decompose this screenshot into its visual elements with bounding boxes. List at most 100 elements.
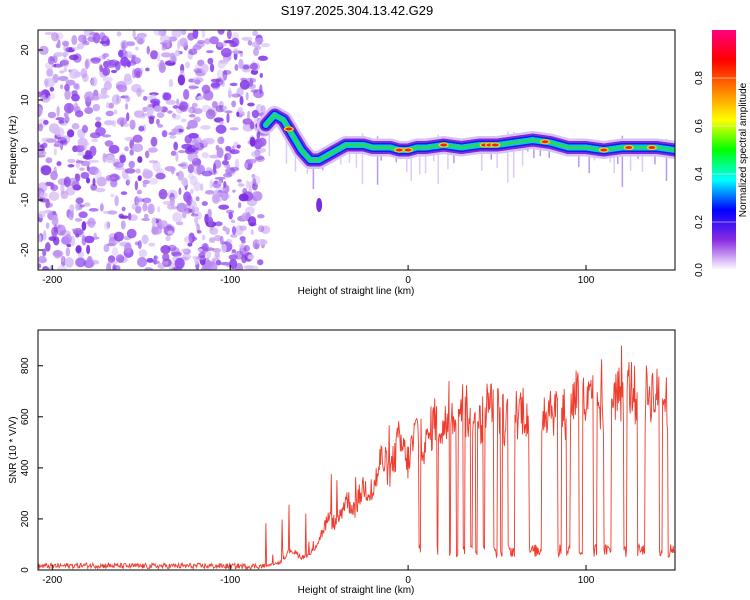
- noise-cell: [167, 110, 173, 114]
- noise-cell: [94, 169, 102, 181]
- noise-cell: [243, 245, 251, 252]
- noise-cell: [205, 257, 210, 266]
- ridge-hotspot-core: [395, 148, 403, 152]
- noise-cell: [170, 247, 180, 257]
- noise-cell: [38, 182, 48, 193]
- noise-cell: [197, 248, 204, 252]
- noise-cell: [84, 235, 95, 244]
- noise-cell: [148, 160, 158, 164]
- noise-cell: [51, 63, 63, 68]
- noise-cell: [51, 32, 59, 42]
- noise-cell: [141, 234, 149, 245]
- noise-cell: [201, 264, 210, 270]
- noise-cell: [79, 204, 86, 208]
- noise-cell: [142, 106, 148, 113]
- noise-cell: [85, 150, 92, 158]
- noise-cell: [162, 252, 170, 262]
- noise-cell: [71, 46, 80, 51]
- noise-cell: [177, 74, 186, 86]
- noise-cell: [189, 188, 194, 195]
- noise-cell: [181, 177, 188, 187]
- noise-cell: [41, 137, 52, 143]
- noise-cell: [247, 40, 253, 46]
- noise-cell: [252, 30, 258, 37]
- noise-cell: [171, 128, 180, 133]
- colorbar-tick-label: 0.2: [694, 215, 705, 229]
- ridge-hotspot-core: [600, 148, 608, 152]
- noise-cell: [183, 235, 193, 243]
- noise-cell: [117, 84, 128, 93]
- noise-cell: [220, 261, 231, 266]
- noise-cell: [75, 257, 86, 268]
- ridge-hotspot-core: [491, 143, 499, 147]
- noise-cell: [48, 236, 57, 241]
- noise-cell: [187, 107, 193, 113]
- noise-cell: [59, 84, 64, 90]
- noise-cell: [221, 243, 227, 254]
- noise-cell: [61, 191, 65, 195]
- noise-cell: [55, 32, 64, 40]
- noise-cell: [197, 39, 206, 44]
- noise-cell: [214, 176, 226, 180]
- noise-cell: [105, 101, 110, 109]
- noise-cell: [201, 234, 206, 241]
- noise-cell: [144, 267, 154, 270]
- noise-cell: [142, 169, 153, 179]
- noise-cell: [260, 225, 271, 234]
- noise-cell: [172, 212, 183, 223]
- noise-cell: [256, 132, 261, 139]
- noise-cell: [124, 242, 132, 254]
- spec-x-tick-label: -200: [42, 275, 62, 286]
- noise-cell: [147, 203, 155, 215]
- noise-cell: [44, 77, 56, 88]
- noise-cell: [126, 228, 137, 239]
- noise-cell: [224, 110, 233, 114]
- noise-cell: [45, 202, 53, 208]
- noise-cell: [194, 64, 200, 69]
- noise-cell: [169, 52, 174, 63]
- noise-cell: [99, 32, 106, 41]
- noise-cell: [129, 119, 136, 130]
- noise-cell: [156, 112, 165, 119]
- noise-cell: [148, 116, 155, 125]
- colorbar-tick-label: 0.0: [694, 263, 705, 277]
- noise-cell: [56, 264, 68, 270]
- noise-cell: [59, 70, 65, 74]
- noise-cell: [222, 70, 228, 81]
- spectrogram-x-ticks: -200 -100 0 100: [42, 265, 595, 286]
- spec-x-tick-label: 100: [578, 275, 595, 286]
- noise-cell: [53, 52, 64, 57]
- noise-cell: [107, 255, 116, 264]
- noise-cell: [257, 259, 264, 266]
- noise-cell: [256, 239, 268, 246]
- noise-cell: [95, 127, 106, 136]
- noise-cell: [187, 152, 199, 162]
- noise-cell: [138, 125, 145, 132]
- noise-cell: [124, 168, 136, 174]
- noise-cell: [78, 211, 88, 219]
- noise-cell: [103, 120, 115, 126]
- noise-cell: [43, 209, 53, 214]
- noise-cell: [38, 233, 42, 243]
- noise-cell: [228, 155, 232, 159]
- noise-cell: [239, 236, 246, 242]
- colorbar: 0.0 0.2 0.4 0.6 0.8 Normalized spectral ampl…: [694, 30, 749, 277]
- noise-cell: [177, 40, 181, 50]
- noise-cell: [110, 174, 121, 181]
- noise-cell: [199, 183, 204, 192]
- noise-cell: [64, 257, 74, 268]
- noise-cell: [109, 59, 119, 67]
- noise-cell: [79, 167, 85, 171]
- noise-cell: [105, 110, 114, 117]
- snr-x-tick-label: 100: [578, 575, 595, 586]
- noise-cell: [137, 240, 142, 250]
- noise-cell: [226, 112, 230, 124]
- noise-cell: [146, 106, 154, 116]
- noise-cell: [107, 259, 112, 268]
- noise-cell: [51, 215, 59, 227]
- noise-cell: [219, 120, 224, 125]
- noise-cell: [75, 158, 81, 169]
- noise-cell: [157, 51, 161, 62]
- noise-cell: [151, 217, 157, 226]
- noise-cell: [231, 249, 236, 253]
